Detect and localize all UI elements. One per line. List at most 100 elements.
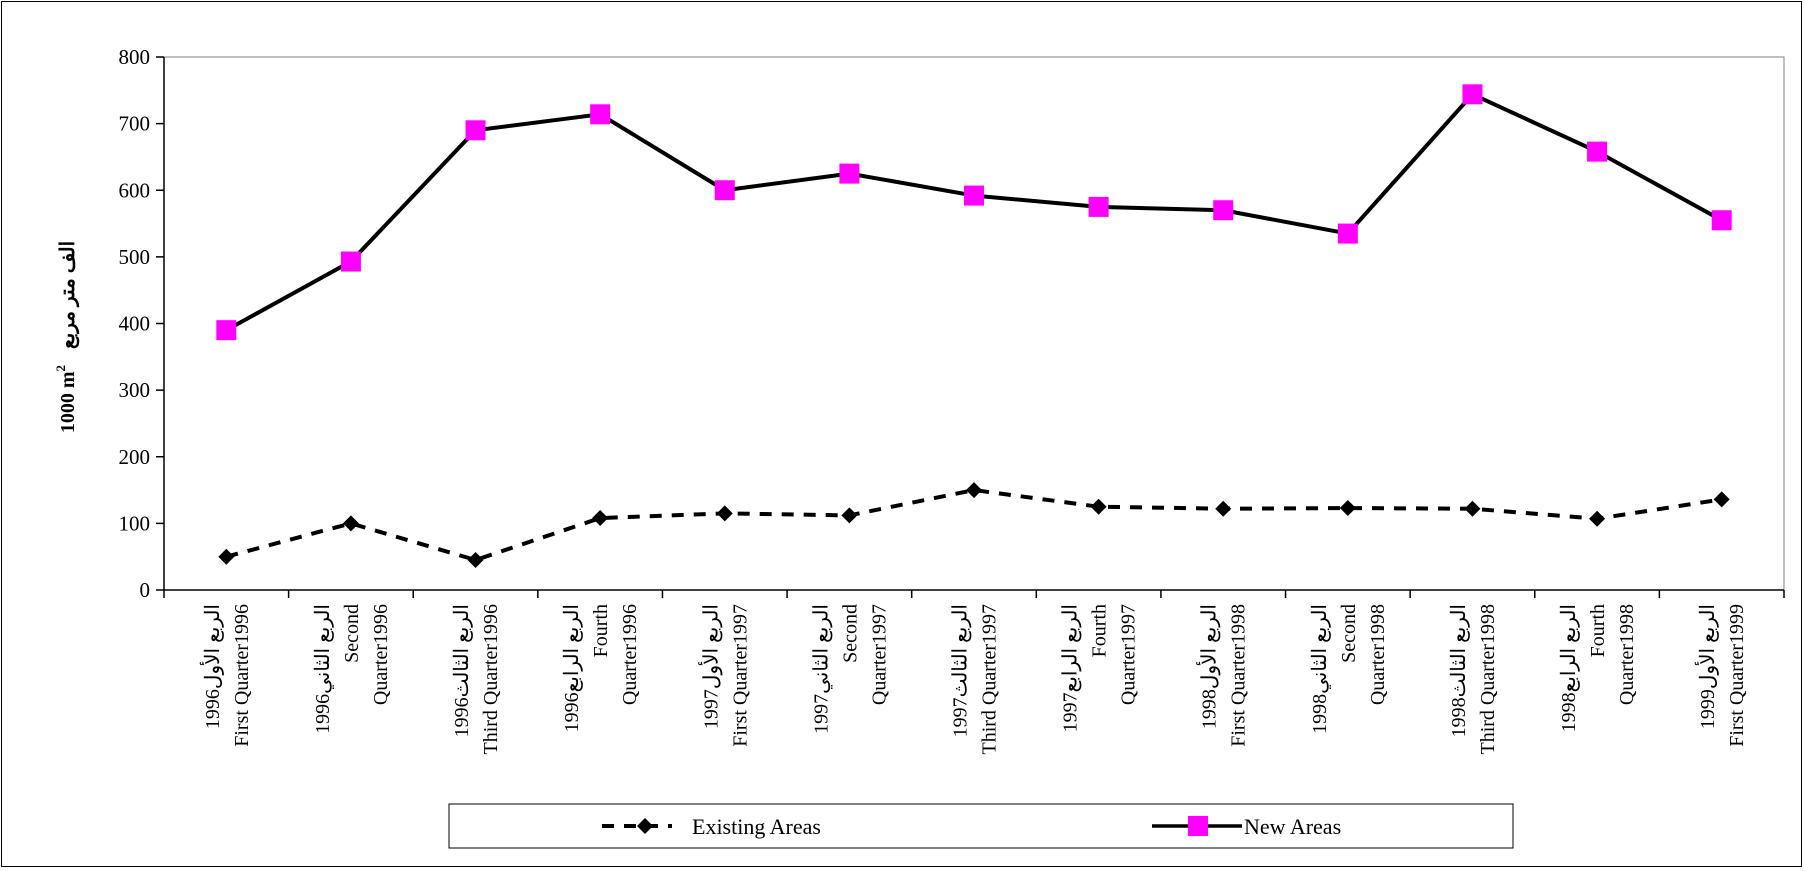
data-point-existing-areas xyxy=(592,510,609,527)
y-tick-label: 0 xyxy=(140,578,151,602)
data-point-existing-areas xyxy=(1713,491,1730,508)
x-category-label-english: Quarter1996 xyxy=(370,604,392,705)
x-category-label-english: Fourth xyxy=(1587,604,1609,657)
x-category-label-arabic: الربع الثالث1998 xyxy=(1448,604,1470,737)
x-category-label-english: First Quarter1999 xyxy=(1726,604,1748,747)
x-category-label-english: First Quarter1998 xyxy=(1228,604,1250,747)
y-axis-title-main: 1000 m xyxy=(57,371,79,433)
plot-area-border xyxy=(163,56,1785,591)
data-point-new-areas xyxy=(964,185,984,206)
data-point-existing-areas xyxy=(1339,500,1356,517)
x-category-label-english: Fourth xyxy=(590,604,612,657)
legend: Existing Areas New Areas xyxy=(448,803,1514,849)
x-category-label: الربع الثالث1998 Third Quarter1998 xyxy=(1448,604,1499,755)
x-category-label-english: Quarter1996 xyxy=(619,604,641,705)
y-axis-title-arabic: الف متر مربع xyxy=(57,241,80,349)
x-category-label-arabic: الربع الأول1999 xyxy=(1694,604,1719,729)
legend-item-existing-areas: Existing Areas xyxy=(602,814,821,839)
data-point-existing-areas xyxy=(467,552,484,569)
y-axis-title: 1000 m2 الف متر مربع xyxy=(53,241,80,433)
data-point-existing-areas xyxy=(1589,510,1606,527)
data-point-existing-areas xyxy=(1215,500,1232,517)
x-category-label-arabic: الربع الرابع1996 xyxy=(561,604,583,732)
y-tick-label: 200 xyxy=(119,445,151,469)
data-point-new-areas xyxy=(1587,141,1608,162)
x-category-label-arabic: الربع الرابع1998 xyxy=(1558,604,1580,732)
data-point-new-areas xyxy=(1337,223,1358,244)
x-category-label-arabic: الربع الثالث1997 xyxy=(950,604,972,737)
series-existing-areas xyxy=(218,482,1730,569)
x-axis-ticks xyxy=(163,590,1785,598)
x-category-label-english: Third Quarter1996 xyxy=(480,604,502,755)
x-category-label: الربع الأول1999 First Quarter1999 xyxy=(1694,604,1748,747)
x-category-label: الربع الأول1997 First Quarter1997 xyxy=(697,604,751,747)
y-tick-label: 400 xyxy=(119,312,151,336)
x-category-label-english: Quarter1998 xyxy=(1616,604,1638,705)
y-tick-label: 300 xyxy=(119,378,151,402)
data-point-new-areas xyxy=(465,120,486,141)
x-category-label: الربع الثالث1996 Third Quarter1996 xyxy=(451,604,502,755)
data-point-new-areas xyxy=(216,320,237,341)
x-category-label-english: Second xyxy=(1338,604,1360,663)
x-axis-labels: الربع الأول1996 First Quarter1996 الربع ال… xyxy=(199,604,1748,755)
x-category-label-english: Third Quarter1998 xyxy=(1477,604,1499,755)
x-category-label-english: Quarter1998 xyxy=(1367,604,1389,705)
data-point-existing-areas xyxy=(218,548,235,565)
x-category-label-arabic: الربع الأول1998 xyxy=(1196,604,1221,729)
legend-item-new-areas: New Areas xyxy=(1152,814,1341,839)
x-category-label: الربع الرابع1997 Fourth Quarter1997 xyxy=(1060,604,1140,732)
x-category-label-arabic: الربع الثاني1996 xyxy=(312,604,334,734)
legend-label-existing-areas: Existing Areas xyxy=(692,814,821,839)
legend-marker-new-areas xyxy=(1188,816,1208,836)
x-category-label: الربع الرابع1996 Fourth Quarter1996 xyxy=(561,604,641,732)
x-category-label-english: Third Quarter1997 xyxy=(979,604,1001,755)
x-category-label-english: Quarter1997 xyxy=(868,604,890,705)
data-point-new-areas xyxy=(1462,84,1483,105)
x-category-label-arabic: الربع الثاني1997 xyxy=(810,604,832,734)
series-new-areas xyxy=(216,84,1732,341)
data-point-existing-areas xyxy=(342,515,359,532)
data-point-new-areas xyxy=(1213,200,1234,221)
data-point-existing-areas xyxy=(841,507,858,524)
y-axis-title-text: 1000 m2 الف متر مربع xyxy=(53,241,80,433)
x-category-label-arabic: الربع الأول1997 xyxy=(697,604,722,729)
x-category-label-english: Quarter1997 xyxy=(1118,604,1140,705)
x-category-label: الربع الرابع1998 Fourth Quarter1998 xyxy=(1558,604,1638,732)
y-tick-label: 100 xyxy=(119,511,151,535)
series-layer xyxy=(216,84,1732,569)
y-tick-label: 700 xyxy=(119,112,151,136)
x-category-label-english: Second xyxy=(839,604,861,663)
x-category-label: الربع الأول1998 First Quarter1998 xyxy=(1196,604,1250,747)
x-category-label-english: Second xyxy=(341,604,363,663)
legend-marker-existing-areas xyxy=(637,818,653,834)
x-category-label-english: First Quarter1997 xyxy=(729,604,751,747)
y-axis-ticks: 0 100 200 300 400 500 600 700 800 xyxy=(119,45,164,602)
y-tick-label: 500 xyxy=(119,245,151,269)
data-point-new-areas xyxy=(590,104,611,125)
data-point-new-areas xyxy=(839,163,860,184)
x-category-label-arabic: الربع الثاني1998 xyxy=(1309,604,1331,734)
data-point-existing-areas xyxy=(716,505,733,522)
x-category-label-arabic: الربع الرابع1997 xyxy=(1060,604,1082,732)
data-point-existing-areas xyxy=(966,482,982,499)
x-category-label: الربع الثاني1996 Second Quarter1996 xyxy=(312,604,392,734)
data-point-new-areas xyxy=(714,180,735,201)
x-category-label: الربع الأول1996 First Quarter1996 xyxy=(199,604,253,747)
x-category-label-arabic: الربع الثالث1996 xyxy=(451,604,473,737)
series-line-existing-areas xyxy=(225,488,1722,563)
x-category-label-english: First Quarter1996 xyxy=(231,604,253,747)
plot-area xyxy=(163,56,1785,591)
x-category-label: الربع الثاني1998 Second Quarter1998 xyxy=(1309,604,1389,734)
y-tick-label: 800 xyxy=(119,45,151,69)
data-point-new-areas xyxy=(340,251,361,272)
x-category-label: الربع الثاني1997 Second Quarter1997 xyxy=(810,604,890,734)
x-category-label-english: Fourth xyxy=(1089,604,1111,657)
data-point-new-areas xyxy=(1088,196,1109,217)
legend-label-new-areas: New Areas xyxy=(1244,814,1341,839)
y-axis-title-superscript: 2 xyxy=(53,365,68,372)
data-point-existing-areas xyxy=(1464,500,1481,517)
x-category-label-arabic: الربع الأول1996 xyxy=(199,604,224,729)
y-tick-label: 600 xyxy=(119,178,151,202)
